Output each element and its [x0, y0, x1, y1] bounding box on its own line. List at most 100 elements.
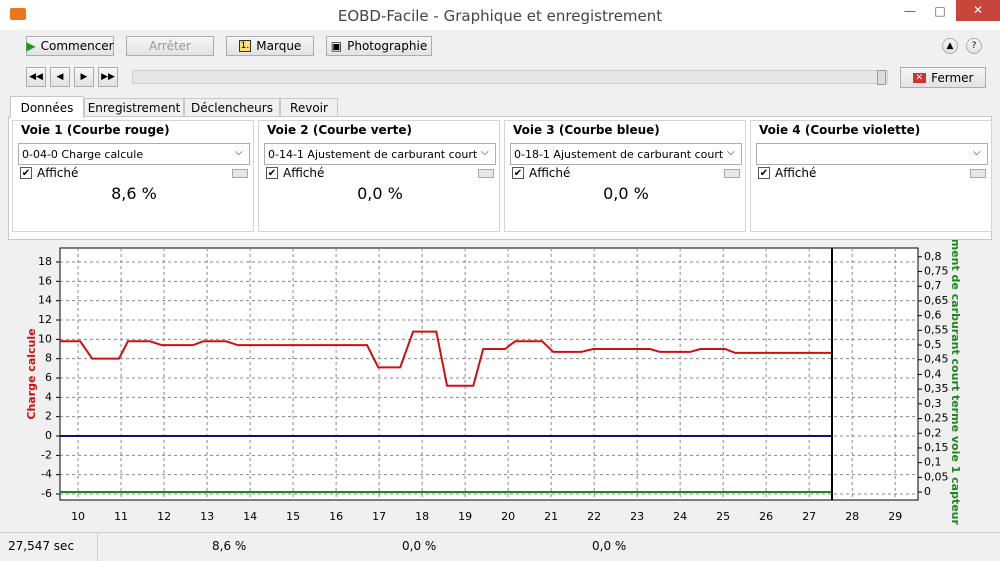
button-label: Marque [256, 39, 302, 53]
checkbox[interactable]: ✔ [20, 167, 32, 179]
y-tick-label: -4 [41, 468, 52, 481]
dropdown-arrow: ⌵ [727, 147, 735, 158]
y2-tick-label: 0,05 [924, 470, 949, 483]
channel-reading: 8,6 % [111, 184, 157, 203]
x-tick-label: 11 [114, 510, 128, 523]
help-button[interactable]: ? [966, 38, 982, 54]
dropdown-arrow: ⌵ [481, 147, 489, 158]
y-tick-label: 6 [45, 371, 52, 384]
close-button[interactable]: ✕ Fermer [900, 67, 986, 88]
channel-title: Voie 4 (Courbe violette) [759, 123, 921, 137]
y2-tick-label: 0,75 [924, 265, 949, 278]
channel-title: Voie 1 (Courbe rouge) [21, 123, 170, 137]
tab[interactable]: Déclencheurs [184, 98, 280, 116]
series-line [60, 330, 832, 387]
x-tick-label: 19 [458, 510, 472, 523]
y-tick-label: 2 [45, 410, 52, 423]
channel-panel: Voie 4 (Courbe violette) ⌵ ✔ Affiché [750, 120, 992, 232]
y-tick-label: 12 [38, 313, 52, 326]
channel-select[interactable]: 0-18-1 Ajustement de carburant court ter… [510, 143, 742, 165]
channel-select[interactable]: 0-04-0 Charge calcule [18, 143, 250, 165]
checkbox[interactable]: ✔ [512, 167, 524, 179]
y2-tick-label: 0 [924, 485, 931, 498]
button-label: Photographie [347, 39, 428, 53]
x-tick-label: 15 [286, 510, 300, 523]
y-tick-label: 18 [38, 255, 52, 268]
y-tick-label: 16 [38, 274, 52, 287]
dropdown-arrow: ⌵ [235, 147, 243, 158]
y2-tick-label: 0,55 [924, 323, 949, 336]
options-button[interactable] [970, 169, 986, 178]
status-value: 0,0 % [592, 539, 627, 553]
button-label: Fermer [931, 70, 974, 85]
y2-tick-label: 0,35 [924, 382, 949, 395]
channel-select[interactable]: 0-14-1 Ajustement de carburant court ter… [264, 143, 496, 165]
channel-panel: Voie 3 (Courbe bleue) 0-18-1 Ajustement d… [504, 120, 746, 232]
start-button[interactable]: ▶ Commencer [26, 36, 114, 56]
status-value: 0,0 % [402, 539, 437, 553]
x-tick-label: 13 [200, 510, 214, 523]
slider-thumb[interactable] [877, 70, 886, 85]
y2-tick-label: 0,7 [924, 279, 942, 292]
y2-tick-label: 0,45 [924, 353, 949, 366]
y2-tick-label: 0,5 [924, 338, 942, 351]
x-tick-label: 23 [630, 510, 644, 523]
status-bar: 27,547 sec 8,6 % 0,0 % 0,0 % [0, 532, 1000, 561]
tab[interactable]: Données [10, 96, 84, 118]
tab[interactable]: Enregistrement [84, 98, 184, 116]
y2-tick-label: 0,65 [924, 294, 949, 307]
close-icon: ✕ [912, 72, 927, 83]
options-button[interactable] [232, 169, 248, 178]
status-value: 8,6 % [212, 539, 247, 553]
marker-icon: 1. [238, 40, 252, 52]
select-text: 0-14-1 Ajustement de carburant court ter… [268, 147, 478, 161]
channel-reading: 0,0 % [603, 184, 649, 203]
plot-area [59, 247, 919, 501]
minimize-button[interactable]: — [904, 4, 916, 18]
y2-tick-label: 0,8 [924, 250, 942, 263]
mark-button[interactable]: 1. Marque [226, 36, 314, 56]
y2-tick-label: 0,4 [924, 367, 942, 380]
stop-button[interactable]: Arrêter [126, 36, 214, 56]
x-tick-label: 26 [759, 510, 773, 523]
forward-button[interactable]: ▶ [74, 67, 94, 87]
timeline-slider[interactable] [132, 70, 888, 85]
options-button[interactable] [478, 169, 494, 178]
channel-title: Voie 2 (Courbe verte) [267, 123, 412, 137]
y-tick-label: -6 [41, 487, 52, 500]
y2-tick-label: 0,1 [924, 456, 942, 469]
x-tick-label: 18 [415, 510, 429, 523]
x-tick-label: 14 [243, 510, 257, 523]
close-window-button[interactable]: ✕ [956, 0, 1000, 21]
channel-select[interactable] [756, 143, 988, 165]
back-button[interactable]: ◀ [50, 67, 70, 87]
select-text: 0-18-1 Ajustement de carburant court ter… [514, 147, 724, 161]
y-axis-label: Charge calcule [25, 328, 38, 419]
checkbox-label: Affiché [37, 166, 79, 180]
checkbox[interactable]: ✔ [758, 167, 770, 179]
y2-tick-label: 0,2 [924, 426, 942, 439]
fast-forward-button[interactable]: ▶▶ [98, 67, 118, 87]
window-title: EOBD-Facile - Graphique et enregistremen… [337, 7, 663, 25]
checkbox-label: Affiché [283, 166, 325, 180]
y-tick-label: 4 [45, 390, 52, 403]
channel-reading: 0,0 % [357, 184, 403, 203]
tab[interactable]: Revoir [280, 98, 338, 116]
up-button[interactable]: ▲ [942, 38, 958, 54]
photo-button[interactable]: ▣ Photographie [326, 36, 432, 56]
y-tick-label: 0 [45, 429, 52, 442]
dropdown-arrow: ⌵ [973, 147, 981, 158]
rewind-button[interactable]: ◀◀ [26, 67, 46, 87]
y2-axis-label: ustement de carburant court terme voie 1… [949, 240, 962, 530]
app-icon [10, 8, 26, 20]
button-label: Commencer [40, 39, 114, 53]
maximize-button[interactable]: □ [934, 4, 946, 18]
options-button[interactable] [724, 169, 740, 178]
x-tick-label: 27 [802, 510, 816, 523]
y2-tick-label: 0,15 [924, 441, 949, 454]
y2-tick-label: 0,6 [924, 309, 942, 322]
checkbox[interactable]: ✔ [266, 167, 278, 179]
y2-tick-label: 0,25 [924, 412, 949, 425]
y-tick-label: -2 [41, 448, 52, 461]
